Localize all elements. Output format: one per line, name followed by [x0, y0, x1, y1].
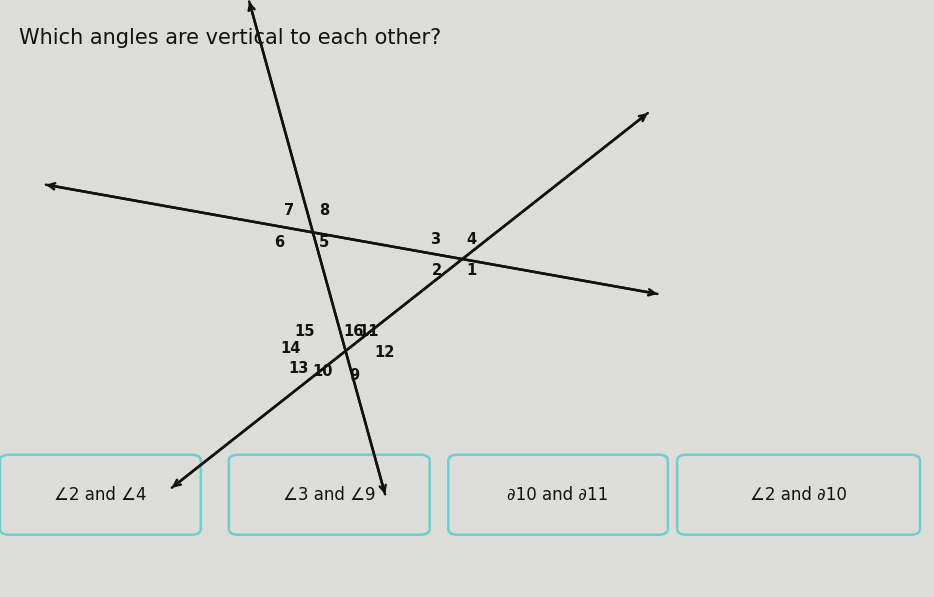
- Text: 14: 14: [280, 341, 301, 356]
- Text: 12: 12: [375, 345, 395, 360]
- Text: ∠2 and ∂10: ∠2 and ∂10: [750, 486, 847, 504]
- Text: 2: 2: [432, 263, 442, 278]
- Text: 4: 4: [466, 232, 476, 247]
- FancyBboxPatch shape: [448, 455, 668, 535]
- FancyBboxPatch shape: [229, 455, 430, 535]
- Text: 16: 16: [344, 324, 364, 339]
- Text: 10: 10: [313, 364, 333, 379]
- Text: ∂10 and ∂11: ∂10 and ∂11: [507, 486, 609, 504]
- Text: 9: 9: [349, 368, 360, 383]
- Text: 15: 15: [294, 324, 315, 339]
- FancyBboxPatch shape: [0, 455, 201, 535]
- Text: ∠2 and ∠4: ∠2 and ∠4: [54, 486, 147, 504]
- Text: 13: 13: [289, 361, 308, 376]
- Text: 6: 6: [274, 235, 284, 250]
- Text: Which angles are vertical to each other?: Which angles are vertical to each other?: [19, 28, 441, 48]
- Text: 1: 1: [466, 263, 476, 278]
- Text: ∠3 and ∠9: ∠3 and ∠9: [283, 486, 375, 504]
- Text: 8: 8: [319, 203, 330, 218]
- Text: 11: 11: [358, 324, 378, 339]
- Text: 7: 7: [284, 203, 294, 218]
- Text: 5: 5: [319, 235, 330, 250]
- FancyBboxPatch shape: [677, 455, 920, 535]
- Text: 3: 3: [430, 232, 440, 247]
